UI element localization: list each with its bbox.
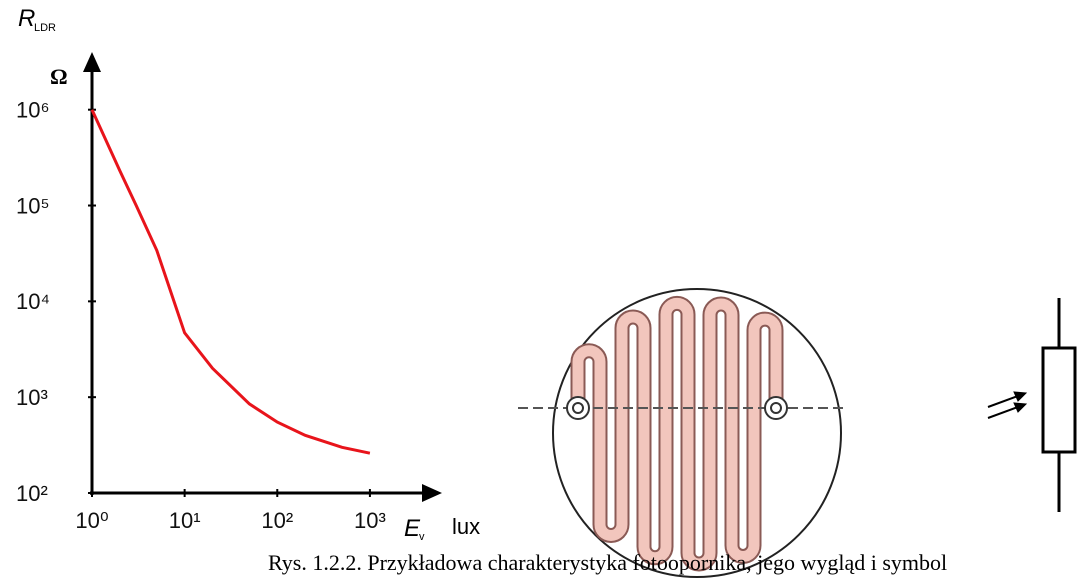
y-tick-label: 10³ xyxy=(16,385,48,410)
x-label-subscript: v xyxy=(419,531,425,543)
y-label-unit: Ω xyxy=(50,64,68,89)
figure: R LDR Ω E v lux Rys. 1.2.2. Przykładowa … xyxy=(0,0,1081,583)
data-line xyxy=(92,110,370,454)
y-label-subscript: LDR xyxy=(34,22,56,34)
y-tick-label: 10⁵ xyxy=(16,193,50,218)
x-tick-label: 10³ xyxy=(354,508,386,533)
x-label-unit: lux xyxy=(452,514,480,539)
x-tick-label: 10⁰ xyxy=(75,508,108,533)
ldr-symbol xyxy=(988,298,1075,512)
ldr-drawing xyxy=(518,289,845,577)
y-label-symbol: R xyxy=(18,5,35,32)
x-tick-label: 10¹ xyxy=(169,508,201,533)
y-tick-label: 10² xyxy=(16,481,48,506)
y-arrow xyxy=(83,52,101,72)
axes xyxy=(90,66,430,495)
y-tick-label: 10⁶ xyxy=(16,98,50,123)
caption: Rys. 1.2.2. Przykładowa charakterystyka … xyxy=(268,550,947,575)
x-tick-label: 10² xyxy=(261,508,293,533)
y-tick-label: 10⁴ xyxy=(16,289,50,314)
x-arrow xyxy=(422,484,442,502)
